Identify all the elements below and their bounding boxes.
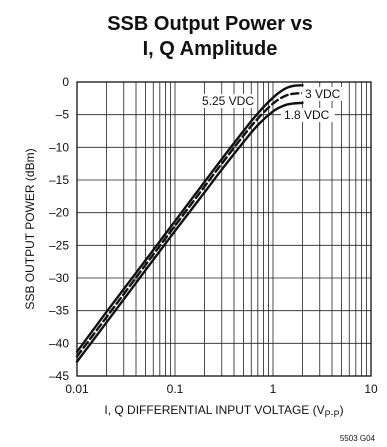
- y-tick-label: –40: [49, 336, 69, 350]
- x-axis-label-end: ): [340, 403, 344, 417]
- series-label-background: [281, 108, 335, 122]
- x-axis-label-subscript: P-P: [325, 409, 340, 419]
- chart-title-line-1: SSB Output Power vs: [107, 13, 313, 35]
- x-axis-label-main: I, Q DIFFERENTIAL INPUT VOLTAGE (V: [104, 403, 324, 417]
- series-labels: 5.25 VDC 3 VDC 1.8 VDC: [196, 87, 342, 122]
- series-label-3: 1.8 VDC: [284, 108, 330, 122]
- plot-frame: [76, 81, 372, 377]
- chart-title-line-2: I, Q Amplitude: [143, 38, 278, 60]
- series-label-1: 5.25 VDC: [202, 94, 254, 108]
- series-label-2: 3 VDC: [305, 87, 341, 101]
- series-line-1: [75, 84, 304, 354]
- y-tick-label: –5: [56, 108, 70, 122]
- series-line-3: [75, 101, 304, 363]
- series-line-2: [75, 91, 304, 358]
- y-tick-label: –20: [49, 206, 69, 220]
- y-tick-label: –35: [49, 304, 69, 318]
- series-layer: [75, 84, 304, 363]
- x-tick-label: 0.1: [167, 382, 184, 396]
- tick-labels: 0 –5 –10 –15 –20 –25 –30 –35 –40 –450.01 0.1 1 10: [49, 75, 378, 396]
- y-tick-label: –10: [49, 140, 69, 154]
- y-tick-label: –30: [49, 271, 69, 285]
- y-tick-label: 0: [62, 75, 69, 89]
- x-tick-label: 1: [270, 382, 277, 396]
- y-tick-label: –25: [49, 238, 69, 252]
- series-label-background: [196, 94, 257, 108]
- series-label-background: [302, 87, 342, 101]
- x-tick-label: 10: [364, 382, 378, 396]
- y-tick-label: –45: [49, 369, 69, 383]
- grid: [76, 81, 371, 377]
- x-axis-label: I, Q DIFFERENTIAL INPUT VOLTAGE (VP-P): [104, 403, 343, 419]
- y-tick-label: –15: [49, 173, 69, 187]
- figure-id-footnote: 5503 G04: [340, 434, 376, 443]
- y-axis-label: SSB OUTPUT POWER (dBm): [23, 148, 37, 309]
- x-tick-label: 0.01: [65, 382, 89, 396]
